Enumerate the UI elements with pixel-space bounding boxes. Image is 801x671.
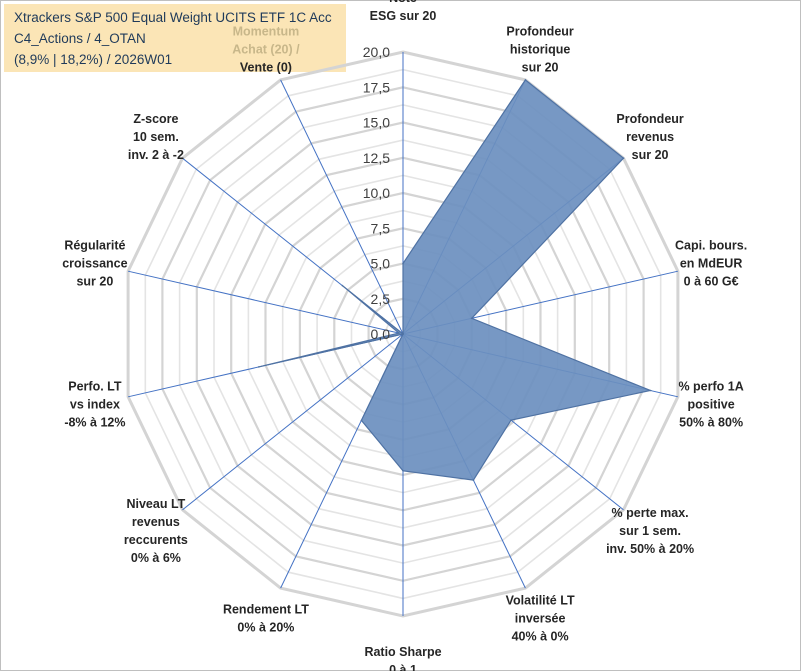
- axis-label-line: 50% à 80%: [679, 415, 743, 429]
- axis-label-line: % perfo 1A: [678, 379, 743, 393]
- axis-label: Rendement LT 0% à 20%: [223, 603, 309, 635]
- axis-label-line: reccurents: [124, 533, 188, 547]
- data-point: [470, 317, 473, 320]
- tick-label: 15,0: [363, 115, 390, 131]
- axis-label-line: ESG sur 20: [370, 9, 437, 23]
- tick-label: 17,5: [363, 79, 390, 95]
- axis-label-line: inversée: [515, 612, 566, 626]
- axis-label: Ratio Sharpe 0 à 1: [364, 645, 441, 671]
- axis-label-line: Ratio Sharpe: [364, 645, 441, 659]
- chart-title: Xtrackers S&P 500 Equal Weight UCITS ETF…: [14, 10, 332, 25]
- data-point: [524, 79, 527, 81]
- tick-label: 12,5: [363, 150, 390, 166]
- axis-label-line: en MdEUR: [680, 257, 743, 271]
- tick-label: 0,0: [371, 326, 391, 342]
- axis-label: Profondeur historique sur 20: [506, 24, 573, 74]
- data-point: [622, 157, 625, 159]
- tick-label: 7,5: [371, 220, 391, 236]
- axis-label-line: sur 20: [632, 148, 669, 162]
- axis-label-line: revenus: [132, 515, 180, 529]
- axis-label: Volatilité LT inversée 40% à 0%: [506, 594, 575, 644]
- axis-label-line: 0% à 6%: [131, 551, 181, 565]
- data-point: [402, 470, 404, 472]
- axis-label-line: croissance: [62, 257, 127, 271]
- axis-label-line: Vente (0): [240, 60, 292, 74]
- axis-label-line: Momentum: [233, 24, 300, 38]
- axis-label: Note ESG sur 20: [370, 0, 437, 23]
- chart-period: (8,9% | 18,2%) / 2026W01: [14, 52, 173, 67]
- axis-label-line: Capi. bours.: [675, 239, 747, 253]
- tick-label: 10,0: [363, 185, 390, 201]
- data-point: [510, 419, 512, 422]
- axis-label-line: Perfo. LT: [68, 379, 122, 393]
- axis-label-line: Régularité: [64, 239, 125, 253]
- axis-label-line: sur 20: [522, 60, 559, 74]
- axis-label-line: 0% à 20%: [237, 621, 294, 635]
- spoke-line: [127, 270, 404, 335]
- data-point: [649, 389, 652, 392]
- axis-label-line: inv. 50% à 20%: [606, 542, 694, 556]
- axis-label: Capi. bours. en MdEUR 0 à 60 G€: [675, 239, 747, 289]
- data-point: [360, 419, 363, 422]
- axis-label-line: % perte max.: [612, 506, 689, 520]
- axis-label-line: Volatilité LT: [506, 594, 575, 608]
- tick-label: 20,0: [363, 44, 390, 60]
- axis-label-line: -8% à 12%: [64, 415, 125, 429]
- data-point: [402, 262, 404, 265]
- data-point: [402, 333, 404, 335]
- axis-label-line: Profondeur: [506, 24, 573, 38]
- axis-label-line: Profondeur: [616, 112, 683, 126]
- radar-tick-labels: 0,0 2,5 5,0 7,5 10,0 12,5 15,0 17,5 20,0: [363, 44, 390, 342]
- axis-label-line: Z-score: [133, 112, 178, 126]
- axis-label-line: vs index: [70, 397, 120, 411]
- spoke-line: [280, 79, 404, 335]
- spoke-line: [182, 333, 404, 511]
- axis-label-line: 0 à 1: [389, 663, 417, 671]
- data-point: [341, 284, 344, 287]
- axis-label: % perfo 1A positive 50% à 80%: [678, 379, 743, 429]
- axis-label-line: positive: [687, 397, 734, 411]
- axis-label-line: Rendement LT: [223, 603, 309, 617]
- axis-label-line: Niveau LT: [126, 497, 185, 511]
- radar-series: [257, 79, 653, 481]
- axis-label: Momentum Achat (20) / Vente (0): [232, 24, 300, 74]
- axis-label: Perfo. LT vs index -8% à 12%: [64, 379, 125, 429]
- chart-subtitle: C4_Actions / 4_OTAN: [14, 31, 146, 46]
- tick-label: 5,0: [371, 256, 391, 272]
- axis-label: Z-score 10 sem. inv. 2 à -2: [128, 112, 184, 162]
- axis-label: Niveau LT revenus reccurents 0% à 6%: [124, 497, 188, 565]
- axis-label-line: revenus: [626, 130, 674, 144]
- title-box: Xtrackers S&P 500 Equal Weight UCITS ETF…: [4, 4, 346, 72]
- data-point: [398, 332, 400, 334]
- axis-label-line: 0 à 60 G€: [684, 275, 739, 289]
- axis-label: Profondeur revenus sur 20: [616, 112, 683, 162]
- axis-label: Régularité croissance sur 20: [62, 239, 127, 289]
- radar-axis-labels: Note ESG sur 20 Profondeur historique sur 20…: [62, 0, 747, 671]
- axis-label-line: Achat (20) /: [232, 42, 300, 56]
- axis-label-line: historique: [510, 42, 570, 56]
- data-point: [257, 366, 260, 368]
- axis-label-line: sur 1 sem.: [619, 524, 681, 538]
- axis-label-line: 10 sem.: [133, 130, 179, 144]
- axis-label-line: sur 20: [76, 275, 113, 289]
- axis-label-line: 40% à 0%: [512, 630, 569, 644]
- tick-label: 2,5: [371, 291, 391, 307]
- data-point: [472, 479, 475, 481]
- axis-label-line: Note: [389, 0, 417, 5]
- axis-label: % perte max. sur 1 sem. inv. 50% à 20%: [606, 506, 694, 556]
- axis-label-line: inv. 2 à -2: [128, 148, 184, 162]
